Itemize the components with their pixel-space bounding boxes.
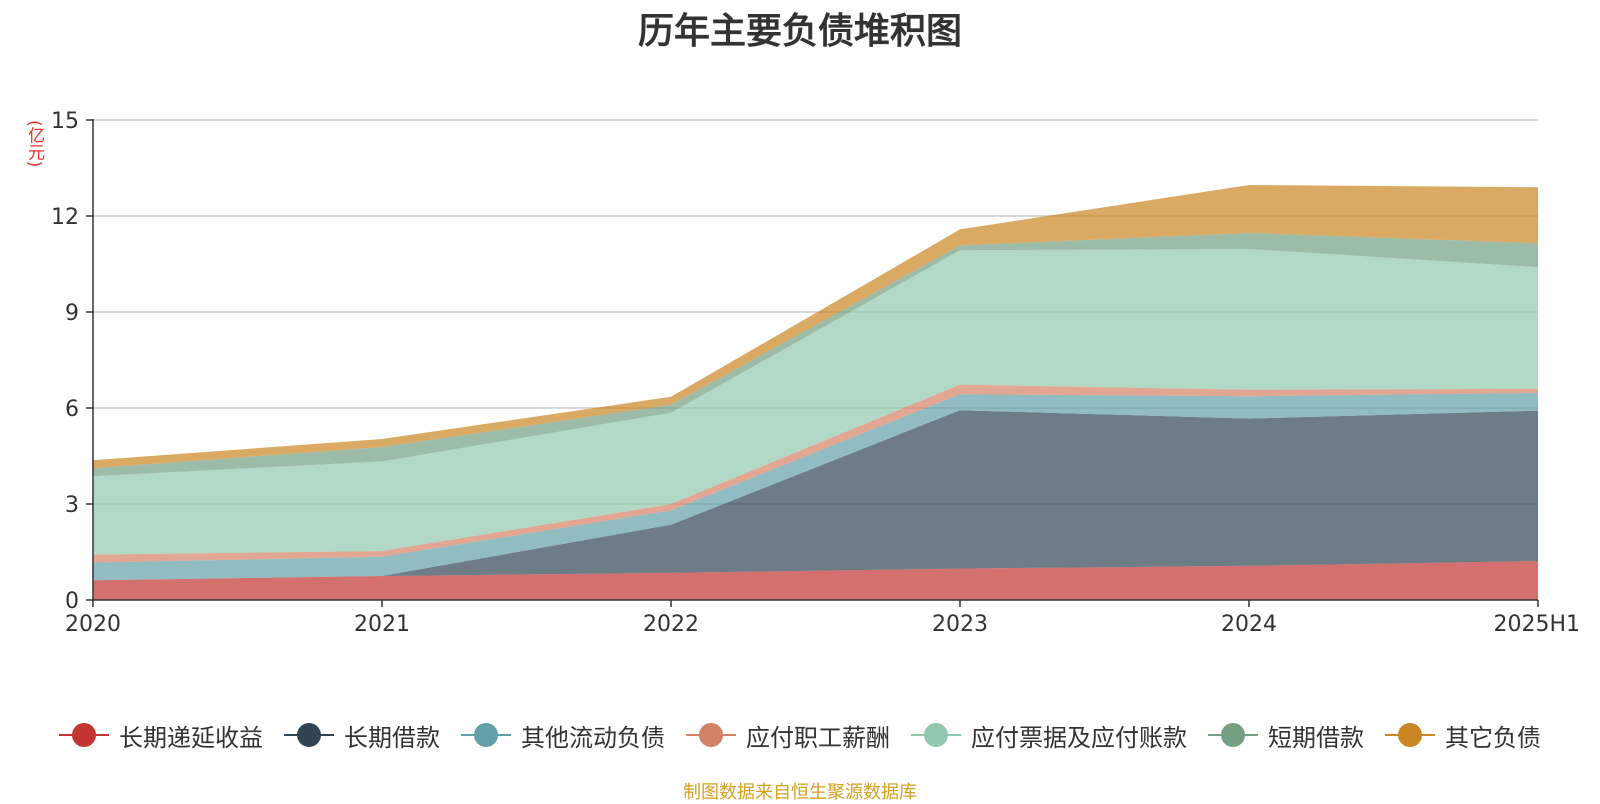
- area-series-4: [93, 249, 1538, 555]
- legend-dot: [924, 723, 948, 747]
- area-series-1: [93, 410, 1538, 581]
- legend-dot: [297, 723, 321, 747]
- legend: 长期递延收益 长期借款 其他流动负债 应付职工薪酬 应付票据及应付账款 短期借款 其它负债: [0, 717, 1600, 753]
- legend-dot: [1398, 723, 1422, 747]
- legend-marker-icon: [1208, 723, 1258, 747]
- legend-marker-icon: [59, 723, 109, 747]
- legend-label: 短期借款: [1268, 723, 1364, 752]
- y-tick-label: 3: [65, 493, 79, 518]
- legend-item[interactable]: 长期递延收益: [59, 718, 263, 753]
- legend-dot: [72, 723, 96, 747]
- source-note: 制图数据来自恒生聚源数据库: [683, 782, 917, 803]
- area-series-6: [93, 185, 1538, 469]
- y-axis-unit-label: (亿元): [24, 120, 44, 168]
- legend-dot: [474, 723, 498, 747]
- y-tick-label: 15: [51, 109, 79, 134]
- legend-label: 其它负债: [1445, 723, 1541, 752]
- x-tick-label: 2025H1: [1493, 612, 1580, 637]
- legend-marker-icon: [911, 723, 961, 747]
- x-tick-label: 2023: [932, 612, 988, 637]
- legend-item[interactable]: 短期借款: [1208, 718, 1364, 753]
- legend-dot: [699, 723, 723, 747]
- legend-marker-icon: [461, 723, 511, 747]
- area-series: [93, 185, 1538, 600]
- legend-item[interactable]: 应付职工薪酬: [686, 718, 890, 753]
- area-series-2: [93, 393, 1538, 581]
- axes: 0 3 6 9 12 15 2020 2021 2022 2023 2024 2025H1: [51, 109, 1580, 637]
- x-tick-label: 2021: [354, 612, 410, 637]
- legend-marker-icon: [284, 723, 334, 747]
- legend-label: 应付票据及应付账款: [971, 723, 1187, 752]
- legend-item[interactable]: 应付票据及应付账款: [911, 718, 1187, 753]
- legend-item[interactable]: 长期借款: [284, 718, 440, 753]
- legend-marker-icon: [1385, 723, 1435, 747]
- legend-label: 长期递延收益: [119, 723, 263, 752]
- y-tick-label: 12: [51, 205, 79, 230]
- y-tick-label: 0: [65, 589, 79, 614]
- y-tick-label: 9: [65, 301, 79, 326]
- area-series-0: [93, 561, 1538, 600]
- legend-label: 其他流动负债: [521, 723, 665, 752]
- y-tick-label: 6: [65, 397, 79, 422]
- x-tick-label: 2024: [1221, 612, 1277, 637]
- legend-label: 应付职工薪酬: [746, 723, 890, 752]
- x-tick-label: 2020: [65, 612, 121, 637]
- x-tick-label: 2022: [643, 612, 699, 637]
- chart-title: 历年主要负债堆积图: [637, 11, 962, 52]
- legend-item[interactable]: 其他流动负债: [461, 718, 665, 753]
- legend-item[interactable]: 其它负债: [1385, 718, 1541, 753]
- area-series-5: [93, 233, 1538, 477]
- legend-marker-icon: [686, 723, 736, 747]
- legend-label: 长期借款: [344, 723, 440, 752]
- legend-dot: [1221, 723, 1245, 747]
